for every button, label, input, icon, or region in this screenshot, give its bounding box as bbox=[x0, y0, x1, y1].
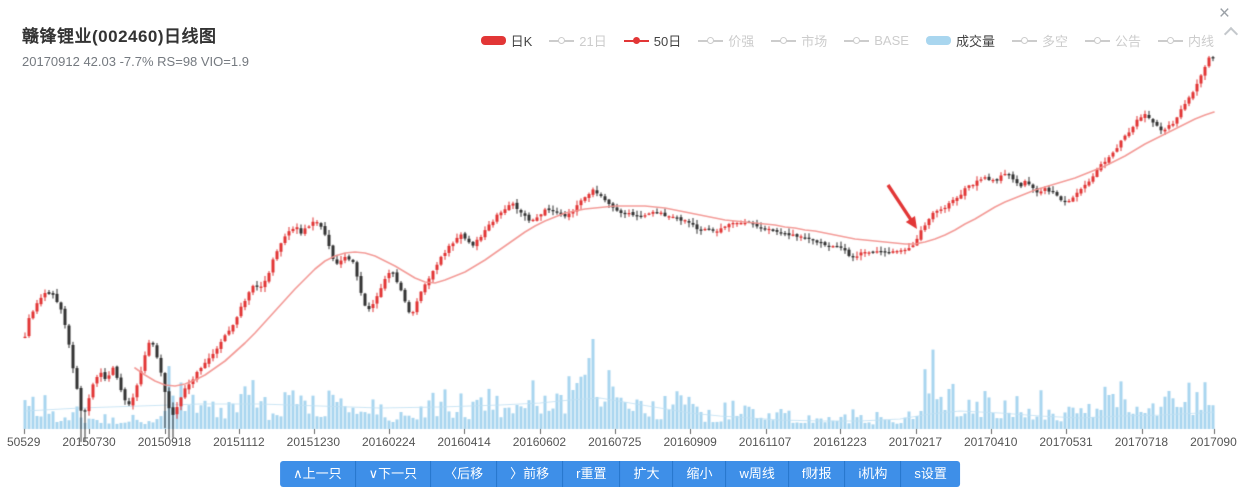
legend-line-icon bbox=[1084, 36, 1110, 46]
legend-item-label: 日K bbox=[510, 34, 533, 49]
candlestick-chart-canvas[interactable] bbox=[0, 0, 1240, 460]
x-axis-label: 2017090 bbox=[1190, 435, 1237, 449]
zoom-out-button[interactable]: 缩小 bbox=[672, 461, 725, 487]
x-axis-label: 20151112 bbox=[213, 435, 265, 449]
legend-item-volume[interactable]: 成交量 bbox=[925, 31, 995, 50]
x-axis-label: 20150730 bbox=[62, 435, 116, 449]
x-axis-label: 20151230 bbox=[286, 435, 341, 449]
legend-line-icon bbox=[549, 36, 575, 46]
legend-line-icon bbox=[698, 36, 724, 46]
x-axis-label: 20161223 bbox=[813, 435, 867, 449]
x-axis-label: 20160909 bbox=[663, 435, 717, 449]
x-axis-label: 20170718 bbox=[1114, 435, 1169, 449]
x-axis-label: 20160602 bbox=[512, 435, 567, 449]
x-axis-label: 20170531 bbox=[1039, 435, 1093, 449]
legend-item-label: 21日 bbox=[579, 34, 607, 49]
legend-item-label: 公告 bbox=[1114, 34, 1141, 49]
next-stock-button[interactable]: ∨下一只 bbox=[354, 461, 431, 487]
legend-item-ma21[interactable]: 21日 bbox=[549, 31, 607, 50]
x-axis-label: 20170217 bbox=[888, 435, 943, 449]
legend-item-label: 市场 bbox=[801, 34, 828, 49]
legend-item-base[interactable]: BASE bbox=[844, 33, 909, 48]
chart-header: 赣锋锂业(002460)日线图 20170912 42.03 -7.7% RS=… bbox=[22, 22, 249, 69]
financial-report-button[interactable]: f财报 bbox=[787, 461, 845, 487]
legend-item-insider[interactable]: 内线 bbox=[1157, 31, 1214, 50]
legend: 日K 21日 50日 价强 市场 BASE 成交量 多空 公告 内线 bbox=[480, 31, 1214, 50]
x-axis-labels: 50529 20150730 20150918 20151112 20151230 201… bbox=[0, 435, 1240, 449]
toolbar: ∧上一只 ∨下一只 〈后移 〉前移 r重置 扩大 缩小 w周线 f财报 i机构 s设置 bbox=[280, 461, 960, 487]
legend-item-market[interactable]: 市场 bbox=[771, 31, 827, 50]
x-axis-label: 20150918 bbox=[137, 435, 192, 449]
quote-summary: 20170912 42.03 -7.7% RS=98 VIO=1.9 bbox=[22, 54, 249, 69]
x-axis-label: 20160414 bbox=[437, 435, 491, 449]
legend-item-ma50[interactable]: 50日 bbox=[623, 31, 682, 50]
legend-line-icon bbox=[623, 36, 649, 46]
close-icon[interactable]: × bbox=[1218, 3, 1230, 24]
legend-item-label: 价强 bbox=[728, 34, 755, 49]
legend-item-price-strength[interactable]: 价强 bbox=[698, 31, 754, 50]
reset-button[interactable]: r重置 bbox=[562, 461, 619, 487]
prev-stock-button[interactable]: ∧上一只 bbox=[293, 466, 342, 481]
legend-item-label: 50日 bbox=[653, 34, 682, 49]
legend-line-icon bbox=[1157, 36, 1183, 46]
legend-line-icon bbox=[1011, 36, 1037, 46]
zoom-in-button[interactable]: 扩大 bbox=[619, 461, 672, 487]
legend-line-icon bbox=[771, 36, 797, 46]
legend-item-label: 多空 bbox=[1041, 34, 1068, 49]
page-title: 赣锋锂业(002460)日线图 bbox=[22, 27, 217, 46]
x-axis-label: 20161107 bbox=[738, 435, 792, 449]
shift-forward-button[interactable]: 〉前移 bbox=[496, 461, 562, 487]
legend-item-label: BASE bbox=[874, 33, 909, 48]
x-axis-label: 20170410 bbox=[963, 435, 1018, 449]
x-axis-label: 20160725 bbox=[588, 435, 642, 449]
x-axis-label: 50529 bbox=[7, 435, 41, 449]
legend-swatch-icon bbox=[925, 36, 951, 45]
weekly-line-button[interactable]: w周线 bbox=[725, 461, 788, 487]
legend-item-daily-k[interactable]: 日K bbox=[480, 31, 533, 50]
settings-button[interactable]: s设置 bbox=[900, 461, 960, 487]
institution-button[interactable]: i机构 bbox=[844, 461, 901, 487]
legend-item-label: 成交量 bbox=[955, 34, 995, 49]
legend-item-announcement[interactable]: 公告 bbox=[1084, 31, 1141, 50]
legend-item-label: 内线 bbox=[1187, 34, 1214, 49]
x-axis-label: 20160224 bbox=[362, 435, 416, 449]
legend-swatch-icon bbox=[480, 36, 506, 45]
legend-line-icon bbox=[844, 36, 870, 46]
legend-item-long-short[interactable]: 多空 bbox=[1011, 31, 1068, 50]
shift-back-button[interactable]: 〈后移 bbox=[430, 461, 496, 487]
